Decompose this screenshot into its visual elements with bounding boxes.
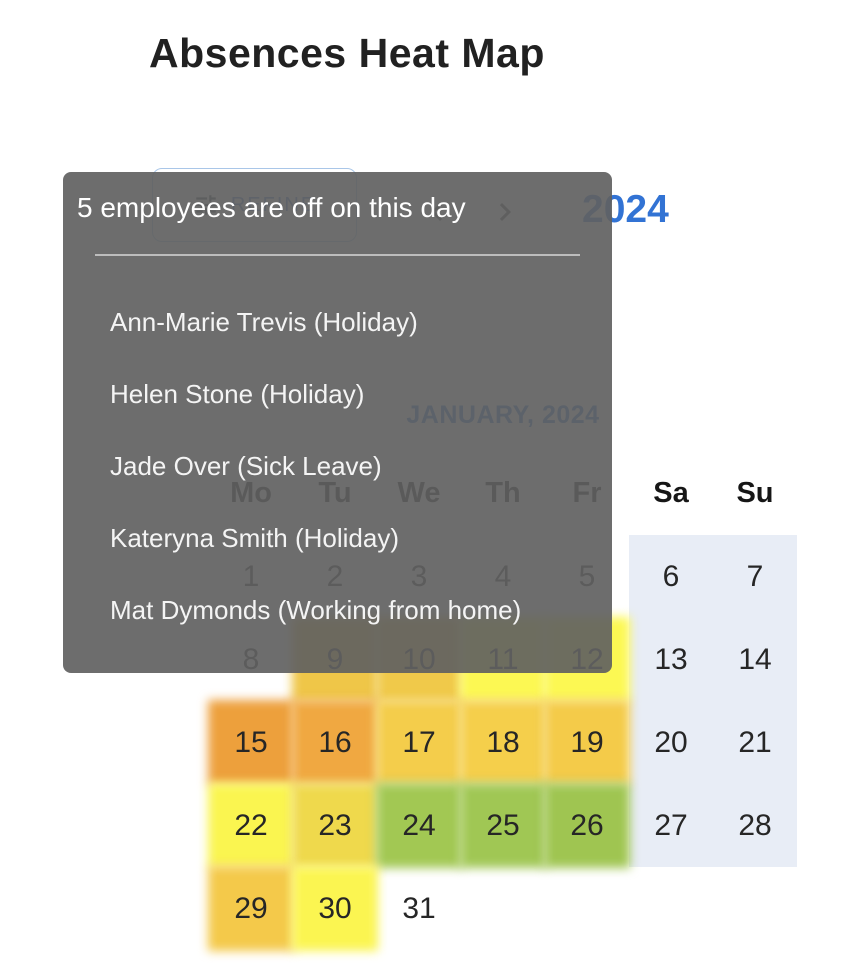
day-number: 30 (318, 891, 352, 925)
heat-cell-26 (544, 783, 630, 868)
day-number: 24 (402, 808, 436, 842)
tooltip: 5 employees are off on this day Ann-Mari… (63, 172, 612, 673)
heat-cell-16 (292, 700, 378, 785)
day-number: 6 (662, 559, 680, 593)
day-number: 23 (318, 808, 352, 842)
heat-cell-17 (376, 700, 462, 785)
calendar-day-15[interactable]: 15 (208, 700, 294, 785)
heat-cell-23 (292, 783, 378, 868)
calendar-day-21[interactable]: 21 (713, 701, 797, 784)
calendar-day-31[interactable]: 31 (377, 867, 461, 950)
heat-cell-19 (544, 700, 630, 785)
weekend-background (629, 535, 797, 867)
day-number: 18 (486, 725, 520, 759)
calendar-day-27[interactable]: 27 (629, 784, 713, 867)
day-number: 22 (234, 808, 268, 842)
day-number: 31 (402, 891, 436, 925)
calendar-day-20[interactable]: 20 (629, 701, 713, 784)
day-header-sa: Sa (653, 476, 689, 509)
tooltip-employee-item: Mat Dymonds (Working from home) (110, 594, 522, 625)
day-number: 7 (746, 559, 764, 593)
day-number: 25 (486, 808, 520, 842)
calendar-day-16[interactable]: 16 (292, 700, 378, 785)
heat-cell-18 (460, 700, 546, 785)
calendar-day-19[interactable]: 19 (544, 700, 630, 785)
calendar-day-14[interactable]: 14 (713, 618, 797, 701)
calendar-day-24[interactable]: 24 (376, 783, 462, 868)
heat-cell-24 (376, 783, 462, 868)
day-header-su: Su (736, 476, 774, 509)
calendar-day-13[interactable]: 13 (629, 618, 713, 701)
heat-cell-25 (460, 783, 546, 868)
heat-cell-30 (292, 866, 378, 951)
day-number: 28 (738, 808, 772, 842)
day-number: 15 (234, 725, 268, 759)
calendar-day-29[interactable]: 29 (208, 866, 294, 951)
calendar-day-22[interactable]: 22 (208, 783, 294, 868)
calendar-day-30[interactable]: 30 (292, 866, 378, 951)
day-number: 26 (570, 808, 604, 842)
calendar-day-23[interactable]: 23 (292, 783, 378, 868)
tooltip-title: 5 employees are off on this day (77, 192, 466, 223)
day-number: 13 (654, 642, 688, 676)
tooltip-employee-item: Ann-Marie Trevis (Holiday) (110, 306, 418, 337)
calendar-day-28[interactable]: 28 (713, 784, 797, 867)
day-number: 16 (318, 725, 352, 759)
tooltip-employee-item: Kateryna Smith (Holiday) (110, 522, 399, 553)
day-number: 27 (654, 808, 688, 842)
calendar-day-25[interactable]: 25 (460, 783, 546, 868)
heat-cell-29 (208, 866, 294, 951)
calendar-day-7[interactable]: 7 (713, 535, 797, 618)
day-number: 17 (402, 725, 436, 759)
calendar-day-26[interactable]: 26 (544, 783, 630, 868)
heat-cell-15 (208, 700, 294, 785)
calendar-day-6[interactable]: 6 (629, 535, 713, 618)
page-title: Absences Heat Map (149, 30, 545, 76)
day-number: 19 (570, 725, 604, 759)
tooltip-divider (95, 254, 580, 256)
tooltip-employee-list: Ann-Marie Trevis (Holiday) Helen Stone (H… (63, 286, 612, 646)
tooltip-employee-item: Helen Stone (Holiday) (110, 378, 365, 409)
calendar-day-18[interactable]: 18 (460, 700, 546, 785)
calendar-day-17[interactable]: 17 (376, 700, 462, 785)
day-number: 29 (234, 891, 268, 925)
heat-cell-22 (208, 783, 294, 868)
day-number: 14 (738, 642, 772, 676)
tooltip-employee-item: Jade Over (Sick Leave) (110, 450, 382, 481)
day-number: 20 (654, 725, 688, 759)
day-number: 21 (738, 725, 772, 759)
